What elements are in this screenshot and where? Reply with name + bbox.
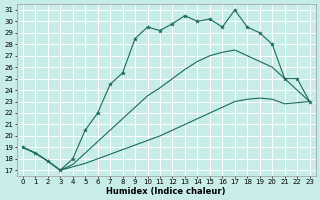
- X-axis label: Humidex (Indice chaleur): Humidex (Indice chaleur): [107, 187, 226, 196]
